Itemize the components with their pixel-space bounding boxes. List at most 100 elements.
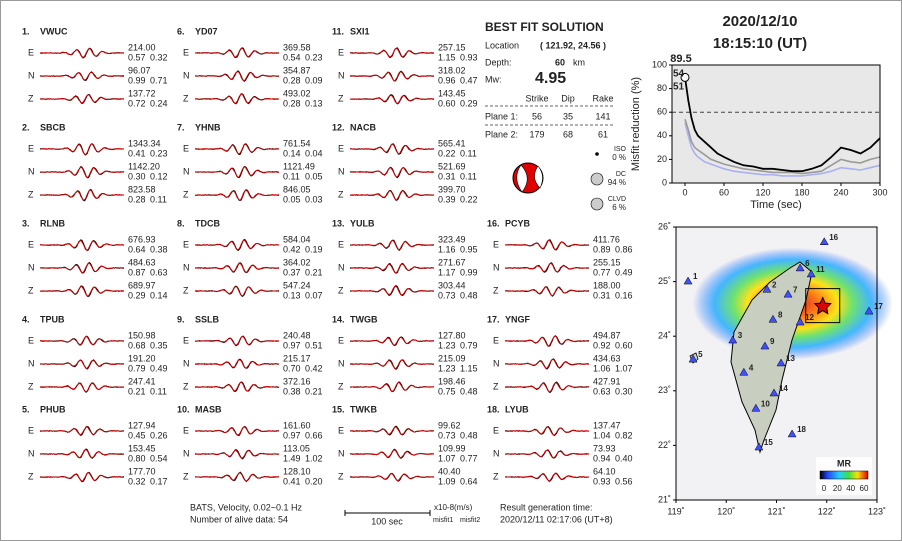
amplitude: 399.70 bbox=[438, 184, 466, 194]
map-y-tick-label: 26˚ bbox=[658, 221, 671, 231]
component-label: Z bbox=[183, 189, 189, 199]
waveform bbox=[504, 263, 590, 273]
waveform bbox=[39, 143, 125, 156]
component-label: E bbox=[28, 143, 34, 153]
misfit1: 0.38 bbox=[283, 386, 301, 396]
component-label: N bbox=[338, 448, 345, 458]
misfit1: 0.92 bbox=[593, 340, 611, 350]
depth-label: Depth: bbox=[485, 57, 512, 67]
x-tick-label: 60 bbox=[719, 187, 729, 197]
component-label: Z bbox=[28, 471, 34, 481]
waveform bbox=[195, 449, 280, 459]
component-label: E bbox=[493, 239, 499, 249]
waveform bbox=[39, 166, 125, 178]
plane-value: 68 bbox=[563, 129, 573, 139]
waveform bbox=[504, 426, 590, 436]
solution-title: BEST FIT SOLUTION bbox=[485, 20, 604, 34]
component-label: Z bbox=[28, 93, 34, 103]
waveform bbox=[40, 335, 124, 346]
misfit1: 1.49 bbox=[283, 453, 301, 463]
amplitude: 113.05 bbox=[283, 443, 310, 453]
station-name: PHUB bbox=[40, 404, 66, 414]
misfit2: 0.49 bbox=[615, 267, 633, 277]
waveform bbox=[349, 449, 435, 459]
epicenter bbox=[813, 296, 832, 315]
colorbar-title: MR bbox=[837, 458, 851, 468]
misfit2: 0.32 bbox=[150, 52, 168, 62]
map-y-tick-label: 22˚ bbox=[658, 440, 671, 450]
amplitude: 846.05 bbox=[283, 184, 311, 194]
amplitude: 191.20 bbox=[128, 353, 156, 363]
waveform bbox=[194, 359, 280, 369]
misfit1: 0.63 bbox=[593, 386, 611, 396]
station-name: LYUB bbox=[505, 404, 529, 414]
misfit1: 0.31 bbox=[593, 290, 611, 300]
waveform bbox=[349, 359, 435, 370]
beachball-dilatation bbox=[516, 164, 528, 193]
misfit2: 0.11 bbox=[460, 171, 477, 181]
misfit1: 0.79 bbox=[128, 363, 146, 373]
amplitude: 215.17 bbox=[283, 353, 311, 363]
x-tick-label: 240 bbox=[833, 187, 848, 197]
misfit1: 0.77 bbox=[593, 267, 611, 277]
colorbar-tick: 40 bbox=[846, 484, 855, 493]
station-marker bbox=[795, 263, 805, 272]
component-label: Z bbox=[183, 471, 189, 481]
misfit2: 0.82 bbox=[615, 430, 633, 440]
misfit2: 0.48 bbox=[460, 386, 478, 396]
amplitude: 434.63 bbox=[593, 353, 621, 363]
station-label: 5 bbox=[698, 350, 703, 359]
component-value: 6 % bbox=[612, 203, 626, 212]
map-x-tick-label: 121˚ bbox=[767, 506, 785, 516]
station-marker bbox=[683, 276, 693, 285]
amplitude: 150.98 bbox=[128, 330, 156, 340]
misfit2: 0.03 bbox=[305, 194, 323, 204]
misfit2: 0.60 bbox=[615, 340, 633, 350]
amplitude: 214.00 bbox=[128, 42, 156, 52]
waveform bbox=[194, 381, 280, 392]
colorbar-tick: 60 bbox=[860, 484, 869, 493]
component-label: N bbox=[183, 166, 190, 176]
misfit2: 0.63 bbox=[150, 267, 168, 277]
misfit1: 0.94 bbox=[593, 453, 611, 463]
beachball-dilatation bbox=[534, 165, 543, 189]
misfit2: 0.16 bbox=[615, 290, 633, 300]
misfit2: 0.11 bbox=[150, 386, 167, 396]
waveform bbox=[194, 285, 280, 297]
waveform bbox=[349, 381, 434, 392]
amplitude: 240.48 bbox=[283, 330, 311, 340]
legend-misfit2: misfit2 bbox=[460, 517, 480, 524]
component-label: Z bbox=[493, 381, 499, 391]
station-name: SSLB bbox=[195, 314, 220, 324]
plane-label: Plane 1: bbox=[485, 111, 518, 121]
waveform bbox=[349, 472, 435, 482]
component-label: E bbox=[338, 47, 344, 57]
station-label: 7 bbox=[793, 285, 798, 294]
waveform bbox=[504, 335, 590, 347]
component-value: 0 % bbox=[612, 153, 626, 162]
waveform bbox=[350, 263, 435, 274]
misfit1: 0.72 bbox=[128, 98, 146, 108]
misfit2: 0.99 bbox=[460, 267, 478, 277]
map-y-tick-label: 24˚ bbox=[658, 331, 671, 341]
station-number: 12. bbox=[332, 122, 345, 132]
component-label: E bbox=[493, 335, 499, 345]
misfit1: 0.30 bbox=[128, 171, 146, 181]
amplitude: 584.04 bbox=[283, 234, 311, 244]
waveform bbox=[349, 239, 435, 251]
waveform bbox=[504, 358, 590, 369]
misfit2: 0.09 bbox=[305, 75, 323, 85]
amplitude: 99.62 bbox=[438, 420, 461, 430]
y-tick-label: 0 bbox=[662, 177, 667, 187]
misfit2: 0.13 bbox=[305, 98, 323, 108]
line-series bbox=[684, 77, 881, 173]
station-label: 8 bbox=[778, 310, 783, 319]
waveform bbox=[349, 143, 435, 155]
component-label: N bbox=[493, 262, 500, 272]
misfit2: 0.12 bbox=[150, 171, 168, 181]
misfit1: 0.41 bbox=[283, 476, 301, 486]
station-number: 3. bbox=[22, 218, 30, 228]
amplitude: 177.70 bbox=[128, 466, 156, 476]
misfit1: 0.80 bbox=[128, 453, 146, 463]
